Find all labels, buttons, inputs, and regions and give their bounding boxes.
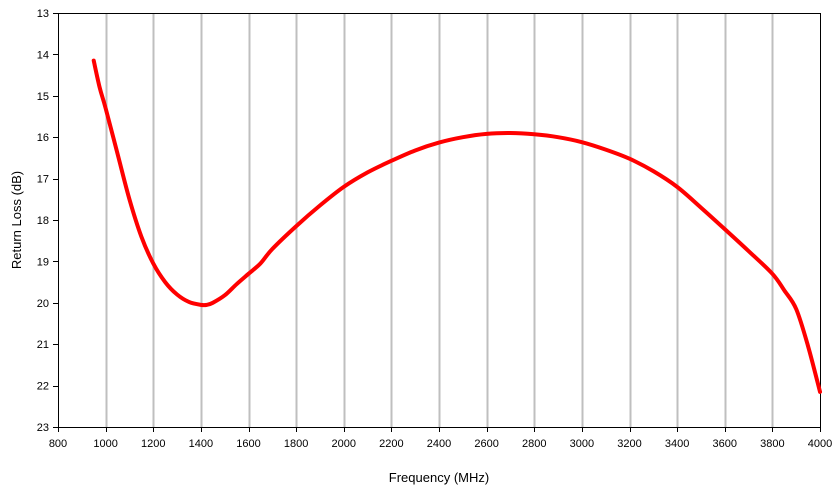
x-ticks: 800 1000 1200 1400 1600 1800 2000 2200 2400 2600 2… [49, 427, 832, 450]
x-tick-label: 2200 [379, 438, 403, 450]
x-tick-label: 1200 [141, 438, 165, 450]
x-tick-label: 3200 [617, 438, 641, 450]
y-tick-label: 17 [37, 174, 49, 186]
y-ticks: 13 14 15 16 17 18 19 20 21 22 23 [37, 8, 58, 434]
x-tick-label: 2000 [332, 438, 356, 450]
x-tick-label: 1800 [284, 438, 308, 450]
x-tick-label: 3000 [570, 438, 594, 450]
x-axis-title: Frequency (MHz) [389, 470, 489, 485]
y-tick-label: 18 [37, 215, 49, 227]
x-tick-label: 1400 [189, 438, 213, 450]
x-tick-label: 2600 [474, 438, 498, 450]
series-layer [91, 58, 822, 394]
y-tick-label: 21 [37, 339, 49, 351]
grid-layer [105, 13, 774, 427]
y-tick-label: 13 [37, 8, 49, 20]
x-tick-label: 2400 [427, 438, 451, 450]
x-tick-label: 800 [49, 438, 67, 450]
y-tick-label: 15 [37, 91, 49, 103]
x-tick-label: 3400 [665, 438, 689, 450]
return-loss-series-line [91, 58, 822, 394]
x-tick-label: 1000 [93, 438, 117, 450]
y-tick-label: 20 [37, 298, 49, 310]
x-tick-label: 1600 [236, 438, 260, 450]
y-tick-label: 16 [37, 132, 49, 144]
plot-frame [58, 13, 821, 428]
y-tick-label: 22 [37, 381, 49, 393]
y-tick-label: 23 [37, 422, 49, 434]
y-axis-title: Return Loss (dB) [9, 171, 24, 269]
x-tick-label: 4000 [808, 438, 832, 450]
y-tick-label: 14 [37, 49, 49, 61]
x-tick-label: 2800 [522, 438, 546, 450]
x-tick-label: 3800 [760, 438, 784, 450]
x-tick-label: 3600 [713, 438, 737, 450]
y-tick-label: 19 [37, 256, 49, 268]
